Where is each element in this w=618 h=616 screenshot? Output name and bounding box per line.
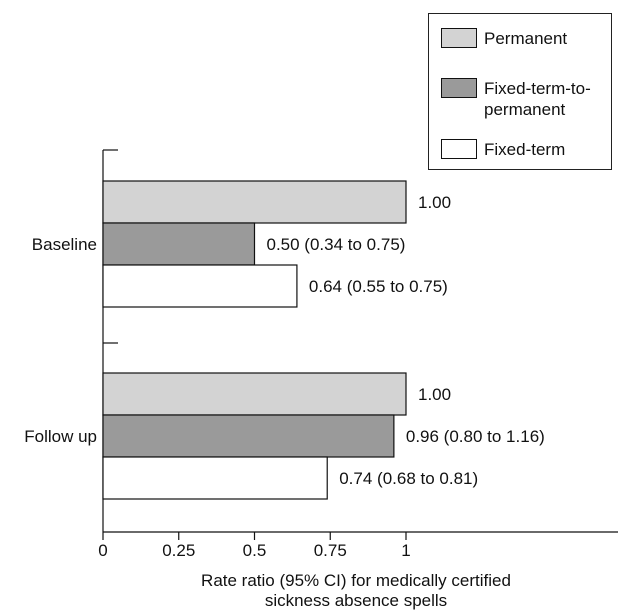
legend-label-fixed-term: Fixed-term <box>484 140 566 159</box>
legend-swatch-fixed-term-to-permanent <box>441 78 477 98</box>
category-label-baseline: Baseline <box>32 235 97 254</box>
x-tick-label-3: 0.75 <box>314 541 347 560</box>
data-label-baseline-2: 0.64 (0.55 to 0.75) <box>309 277 448 296</box>
data-label-follow-up-0: 1.00 <box>418 385 451 404</box>
legend-label-permanent: Permanent <box>484 29 568 48</box>
legend-item-fixed-term: Fixed-term <box>441 139 594 160</box>
legend-item-fixed-term-to-permanent: Fixed-term-to-permanent <box>441 78 594 120</box>
legend-swatch-permanent <box>441 28 477 48</box>
bar-baseline-fixed-term <box>102 264 298 308</box>
data-label-follow-up-1: 0.96 (0.80 to 1.16) <box>406 427 545 446</box>
x-tick-label-4: 1 <box>401 541 410 560</box>
category-label-follow-up: Follow up <box>24 427 97 446</box>
bar-baseline-fixed-term-to-permanent <box>102 222 256 266</box>
bar-follow-up-fixed-term-to-permanent <box>102 414 395 458</box>
x-axis-title-line-0: Rate ratio (95% CI) for medically certif… <box>201 571 511 590</box>
x-tick-label-1: 0.25 <box>162 541 195 560</box>
legend-item-permanent: Permanent <box>441 28 594 49</box>
bar-follow-up-fixed-term <box>102 456 328 500</box>
bar-baseline-permanent <box>102 180 407 224</box>
data-label-follow-up-2: 0.74 (0.68 to 0.81) <box>339 469 478 488</box>
data-label-baseline-0: 1.00 <box>418 193 451 212</box>
x-tick-label-0: 0 <box>98 541 107 560</box>
legend: Permanent Fixed-term-to-permanent Fixed-… <box>428 13 612 170</box>
legend-label-fixed-term-to-permanent: Fixed-term-to-permanent <box>484 79 591 119</box>
data-label-baseline-1: 0.50 (0.34 to 0.75) <box>267 235 406 254</box>
x-tick-label-2: 0.5 <box>243 541 267 560</box>
legend-swatch-fixed-term <box>441 139 477 159</box>
bar-follow-up-permanent <box>102 372 407 416</box>
x-axis-title-line-1: sickness absence spells <box>265 591 447 610</box>
